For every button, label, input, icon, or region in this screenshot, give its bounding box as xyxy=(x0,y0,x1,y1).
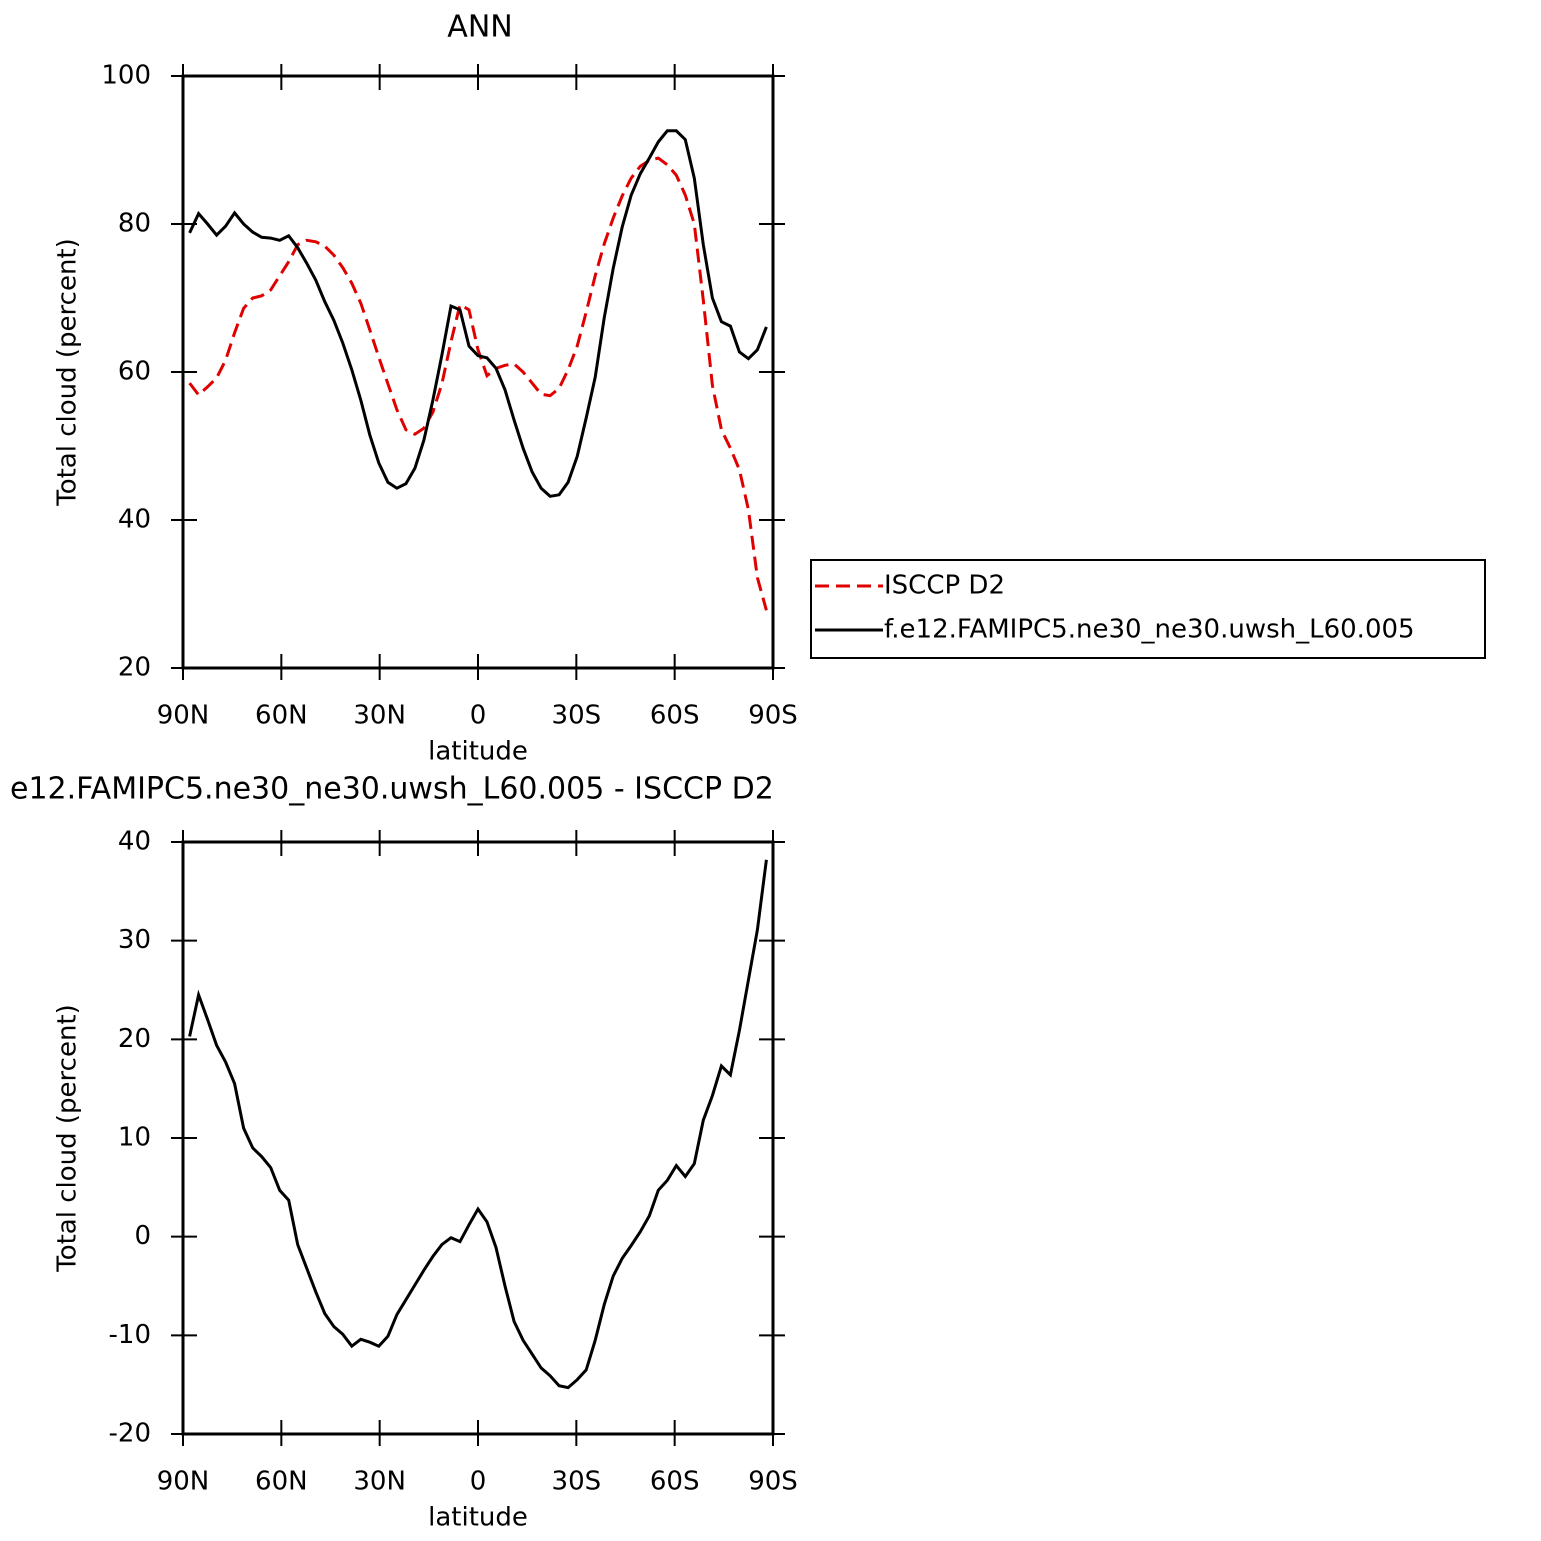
x-tick-label: 90S xyxy=(748,1467,798,1497)
x-tick-label: 0 xyxy=(470,701,487,731)
y-tick-label: 60 xyxy=(118,357,151,387)
y-tick-label: -20 xyxy=(109,1419,151,1449)
y-tick-label: 40 xyxy=(118,827,151,857)
y-tick-label: 80 xyxy=(118,209,151,239)
legend-box xyxy=(810,559,1486,659)
x-axis-label: latitude xyxy=(428,737,528,767)
y-tick-label: 100 xyxy=(101,61,151,91)
legend-label: ISCCP D2 xyxy=(884,571,1005,601)
y-tick-label: 10 xyxy=(118,1123,151,1153)
plot-frame xyxy=(181,840,775,1436)
x-tick-label: 90S xyxy=(748,701,798,731)
chart-title: ANN xyxy=(447,10,512,45)
data-line xyxy=(188,156,768,611)
y-tick-label: -10 xyxy=(109,1320,151,1350)
y-tick-label: 30 xyxy=(118,925,151,955)
legend-label: f.e12.FAMIPC5.ne30_ne30.uwsh_L60.005 xyxy=(884,615,1415,645)
y-tick-label: 40 xyxy=(118,505,151,535)
y-tick-label: 0 xyxy=(134,1221,151,1251)
y-axis-label: Total cloud (percent) xyxy=(53,238,83,507)
plot-frame xyxy=(181,74,775,670)
x-tick-label: 30S xyxy=(552,701,602,731)
x-tick-label: 90N xyxy=(157,701,210,731)
x-axis-label: latitude xyxy=(428,1503,528,1533)
x-tick-label: 30N xyxy=(353,1467,406,1497)
y-tick-label: 20 xyxy=(118,653,151,683)
data-line xyxy=(188,129,768,498)
data-line xyxy=(188,859,768,1390)
x-tick-label: 30S xyxy=(552,1467,602,1497)
chart-title: e12.FAMIPC5.ne30_ne30.uwsh_L60.005 - ISC… xyxy=(10,772,774,807)
x-tick-label: 60S xyxy=(650,701,700,731)
y-tick-label: 20 xyxy=(118,1024,151,1054)
x-tick-label: 30N xyxy=(353,701,406,731)
y-axis-label: Total cloud (percent) xyxy=(53,1004,83,1273)
x-tick-label: 90N xyxy=(157,1467,210,1497)
x-tick-label: 0 xyxy=(470,1467,487,1497)
x-tick-label: 60N xyxy=(255,701,308,731)
x-tick-label: 60N xyxy=(255,1467,308,1497)
x-tick-label: 60S xyxy=(650,1467,700,1497)
